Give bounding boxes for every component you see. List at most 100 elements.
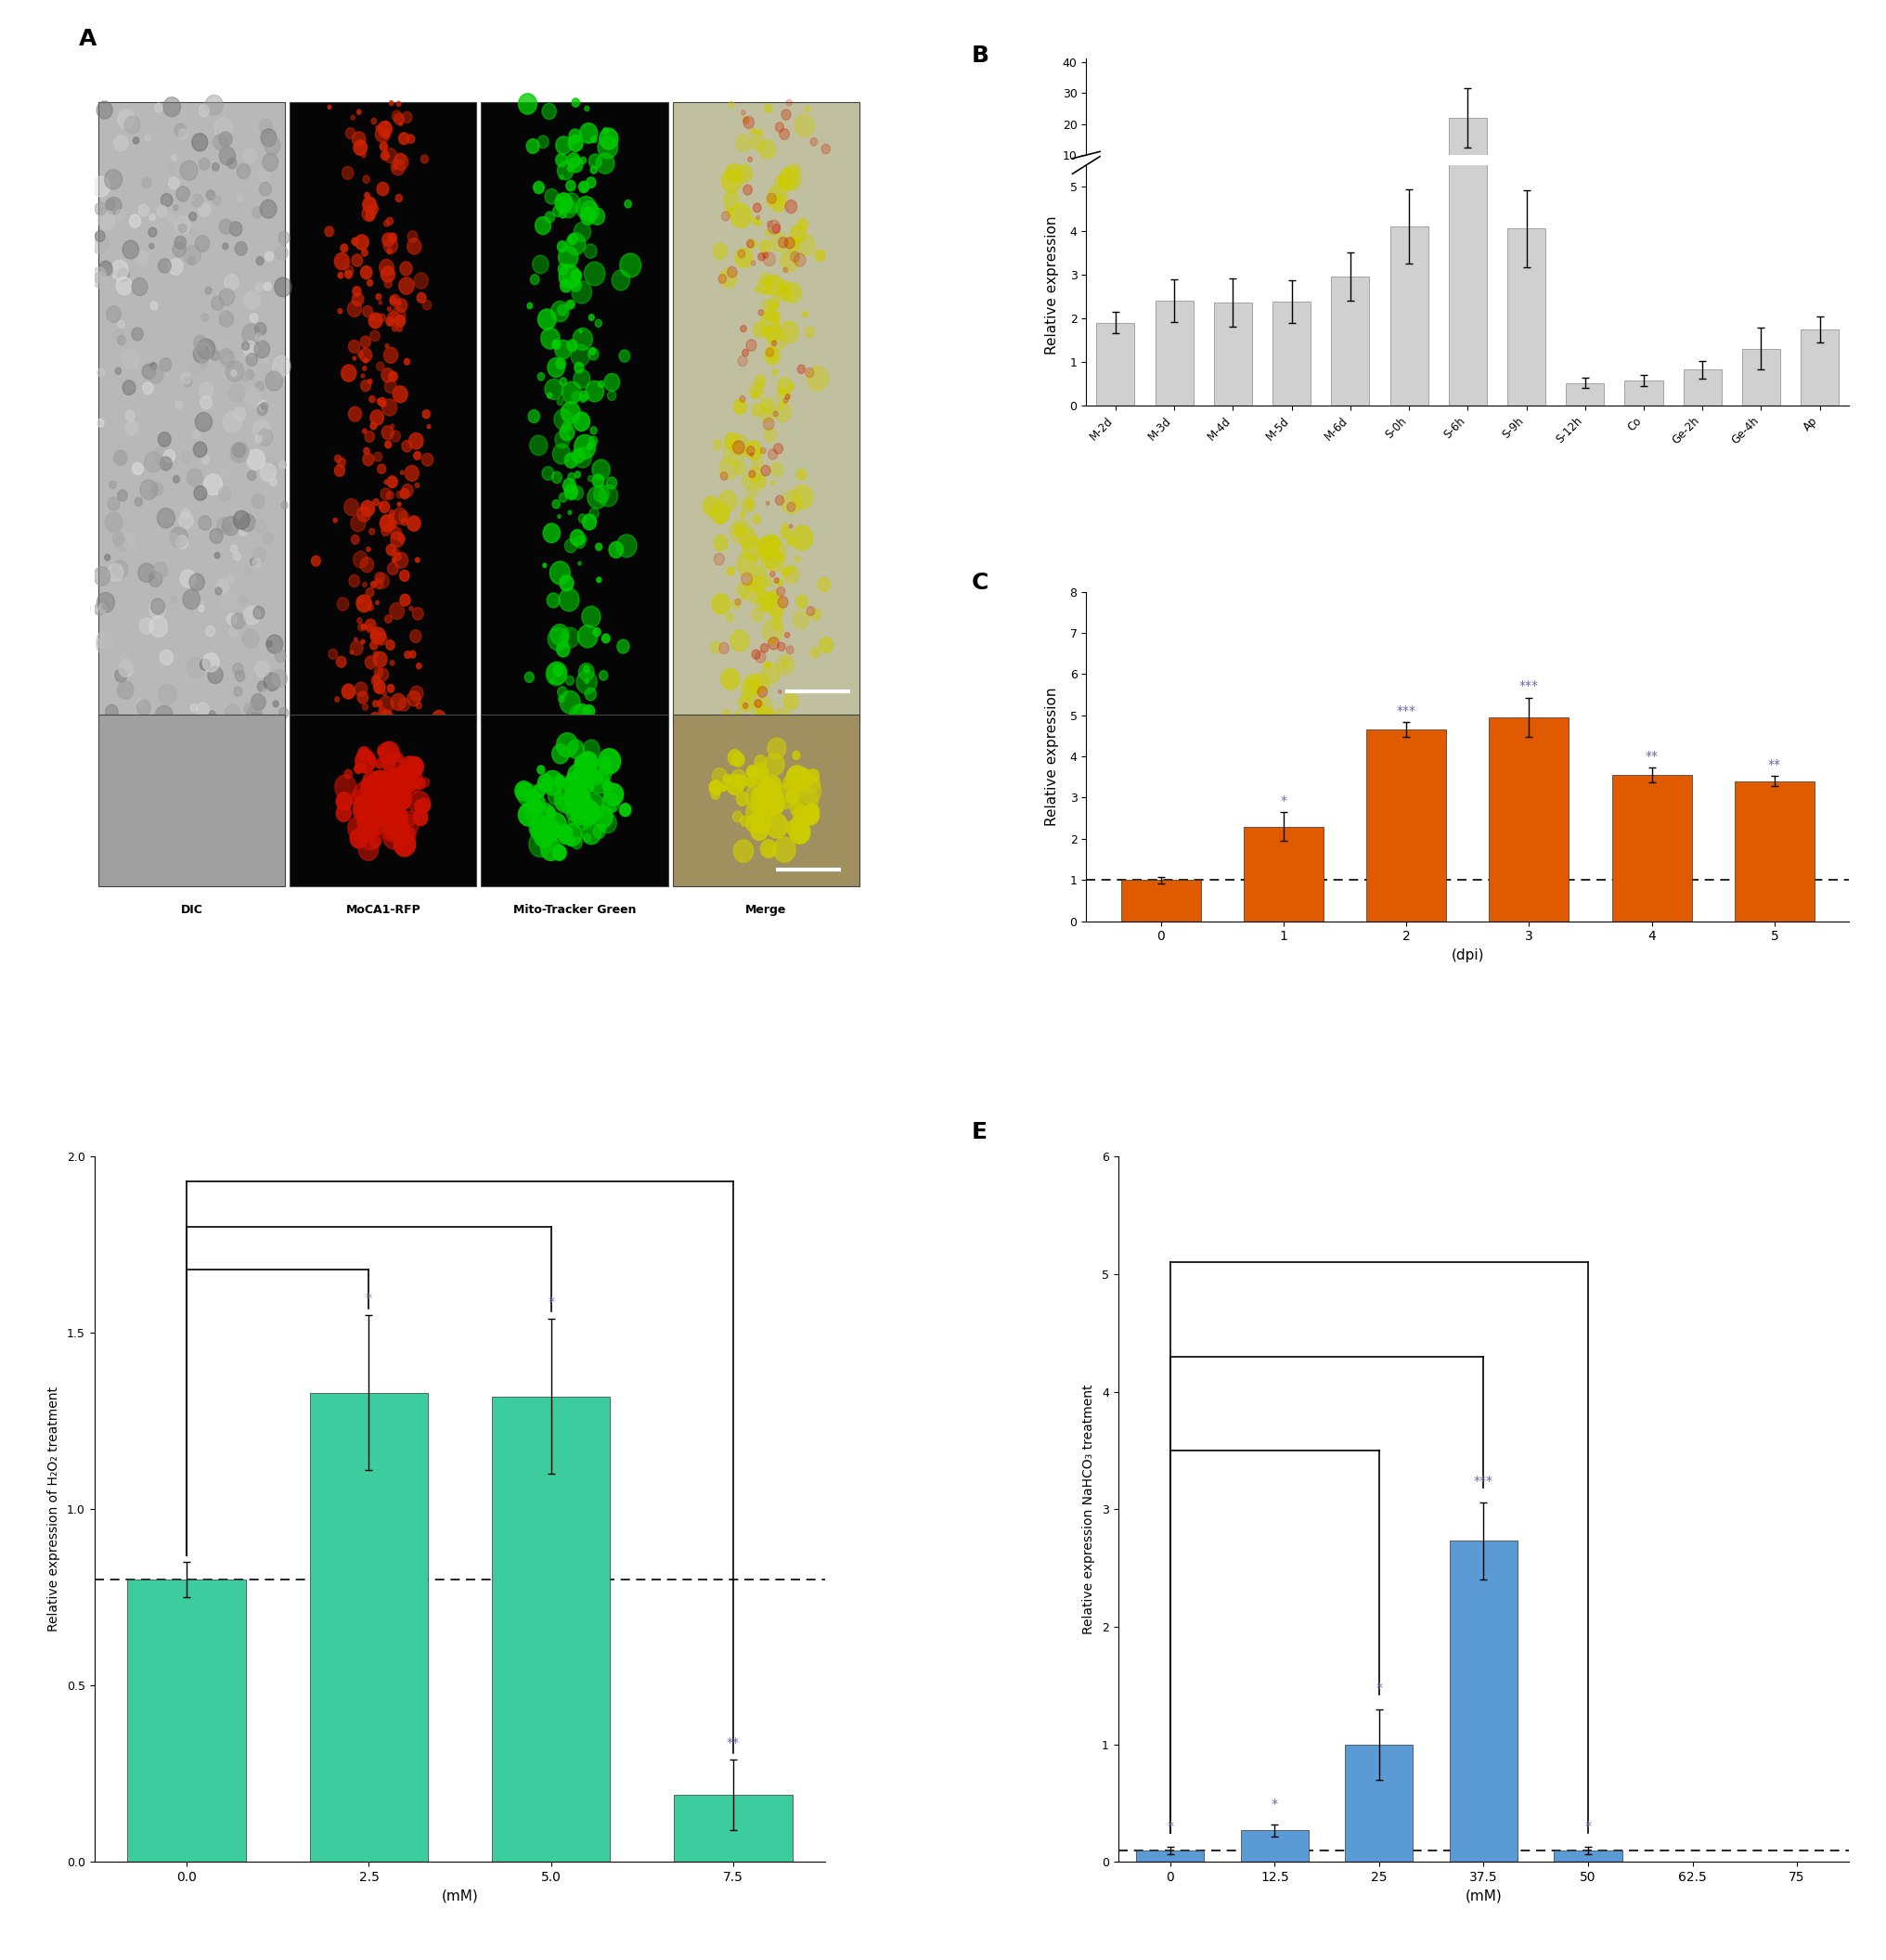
Circle shape — [556, 686, 568, 698]
Circle shape — [753, 404, 762, 416]
Circle shape — [183, 590, 200, 610]
Circle shape — [370, 421, 377, 429]
Bar — [98, 713, 285, 886]
Circle shape — [560, 690, 579, 713]
Circle shape — [568, 786, 588, 809]
Circle shape — [719, 490, 737, 512]
Circle shape — [530, 800, 541, 811]
Circle shape — [781, 523, 788, 531]
Circle shape — [106, 198, 121, 214]
Circle shape — [351, 535, 358, 545]
Circle shape — [553, 443, 570, 465]
Circle shape — [753, 768, 769, 786]
Circle shape — [390, 308, 405, 323]
Circle shape — [771, 710, 790, 729]
Circle shape — [338, 459, 345, 466]
Circle shape — [366, 625, 373, 633]
Circle shape — [592, 806, 613, 827]
Circle shape — [138, 700, 151, 715]
Circle shape — [415, 702, 421, 710]
Circle shape — [149, 214, 155, 220]
Circle shape — [769, 312, 779, 323]
Circle shape — [160, 359, 172, 370]
Circle shape — [238, 165, 251, 178]
Circle shape — [568, 341, 577, 351]
Circle shape — [734, 523, 745, 537]
Circle shape — [266, 370, 283, 390]
Circle shape — [577, 751, 598, 774]
Circle shape — [777, 578, 783, 586]
Circle shape — [579, 394, 587, 402]
Circle shape — [366, 657, 377, 668]
Circle shape — [206, 94, 223, 116]
Circle shape — [219, 486, 230, 502]
Circle shape — [336, 806, 351, 821]
Circle shape — [360, 639, 364, 645]
Circle shape — [373, 668, 383, 678]
Circle shape — [228, 384, 245, 402]
Circle shape — [174, 476, 179, 482]
Circle shape — [751, 786, 771, 808]
Circle shape — [575, 755, 594, 776]
Text: ***: *** — [1518, 680, 1539, 692]
Circle shape — [106, 198, 115, 210]
Circle shape — [160, 457, 172, 470]
Circle shape — [273, 278, 290, 296]
Circle shape — [221, 351, 236, 368]
Circle shape — [377, 398, 381, 404]
Circle shape — [786, 566, 792, 574]
Circle shape — [783, 267, 786, 272]
Circle shape — [96, 592, 115, 612]
Circle shape — [743, 116, 754, 129]
Circle shape — [375, 125, 390, 143]
Circle shape — [568, 790, 581, 808]
Circle shape — [362, 306, 372, 318]
Circle shape — [562, 382, 581, 404]
Circle shape — [786, 537, 794, 545]
Circle shape — [713, 439, 722, 451]
Circle shape — [409, 686, 422, 702]
Circle shape — [353, 286, 360, 296]
Text: *: * — [1584, 1819, 1590, 1833]
Circle shape — [600, 670, 607, 680]
Circle shape — [358, 351, 364, 357]
Circle shape — [255, 323, 266, 335]
Circle shape — [390, 694, 405, 710]
Circle shape — [373, 653, 387, 666]
Circle shape — [240, 514, 255, 531]
Circle shape — [570, 157, 583, 172]
Circle shape — [556, 153, 568, 167]
Circle shape — [349, 408, 362, 421]
Circle shape — [766, 349, 773, 357]
Circle shape — [728, 751, 741, 764]
Circle shape — [353, 139, 366, 155]
Text: A: A — [79, 27, 96, 51]
Circle shape — [730, 770, 747, 788]
Circle shape — [262, 533, 273, 545]
Circle shape — [364, 447, 370, 455]
Circle shape — [140, 617, 153, 633]
Circle shape — [387, 641, 394, 651]
Circle shape — [564, 484, 577, 498]
Circle shape — [334, 465, 345, 476]
Circle shape — [334, 455, 341, 463]
X-axis label: (mM): (mM) — [441, 1889, 479, 1903]
Circle shape — [124, 116, 140, 133]
Circle shape — [741, 349, 749, 357]
Circle shape — [796, 596, 807, 608]
Circle shape — [360, 349, 372, 363]
Circle shape — [764, 253, 775, 267]
Circle shape — [619, 351, 630, 363]
Circle shape — [413, 809, 428, 825]
Circle shape — [400, 488, 409, 500]
Circle shape — [788, 384, 794, 390]
Circle shape — [362, 249, 368, 257]
Circle shape — [796, 788, 817, 813]
Bar — [492, 1396, 609, 1862]
Circle shape — [272, 670, 287, 688]
Circle shape — [360, 267, 372, 278]
Circle shape — [253, 606, 264, 619]
Circle shape — [400, 470, 404, 474]
Circle shape — [364, 619, 375, 631]
Circle shape — [617, 639, 628, 653]
